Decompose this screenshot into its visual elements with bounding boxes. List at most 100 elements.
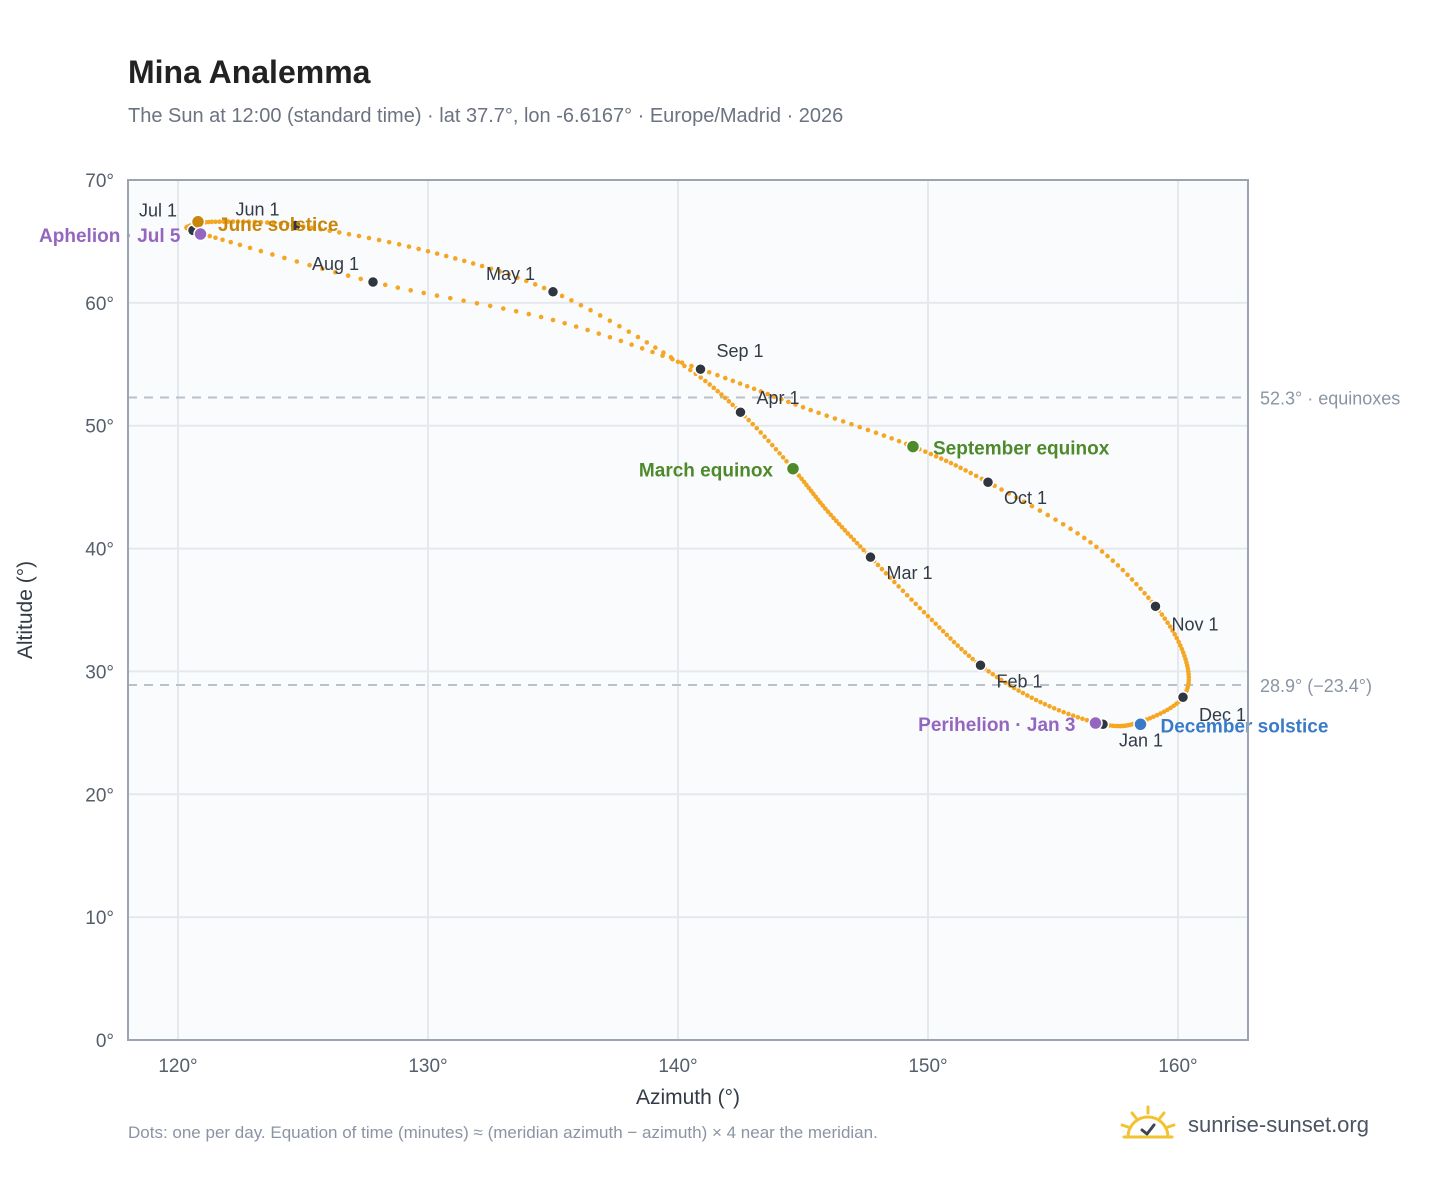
x-tick-label: 150° [908, 1056, 947, 1077]
daily-dot [879, 566, 885, 572]
daily-dot [644, 340, 650, 345]
daily-dot [1038, 699, 1043, 705]
month-label: Sep 1 [717, 341, 764, 361]
daily-dot [962, 650, 968, 655]
daily-dot [562, 320, 567, 326]
daily-dot [689, 363, 694, 369]
daily-dot [1142, 590, 1147, 596]
daily-dot [823, 506, 828, 511]
daily-dot [213, 219, 218, 225]
daily-dot [1099, 549, 1105, 554]
daily-dot [675, 359, 681, 365]
daily-dot [573, 324, 579, 329]
daily-dot [1029, 503, 1035, 509]
daily-dot [773, 446, 779, 452]
daily-dot [618, 338, 624, 344]
daily-dot [909, 597, 914, 602]
daily-dot [1179, 646, 1185, 652]
reference-lines: 52.3° · equinoxes 28.9° (−23.4°) [128, 388, 1400, 696]
daily-dot [959, 646, 964, 652]
daily-dot [917, 605, 923, 611]
y-tick-label: 20° [85, 785, 114, 806]
y-tick-label: 70° [85, 171, 114, 192]
daily-dot [944, 632, 950, 638]
daily-dot [358, 276, 364, 282]
daily-dot [246, 219, 252, 224]
daily-dot [1066, 711, 1071, 717]
brand-logo[interactable]: sunrise-sunset.org [1120, 1100, 1369, 1150]
daily-dot [1162, 616, 1168, 621]
daily-dot [786, 399, 791, 405]
daily-dot [851, 537, 857, 543]
daily-dot [762, 434, 767, 439]
daily-dot [320, 266, 325, 272]
month-marker [974, 659, 987, 672]
daily-dot [836, 521, 842, 527]
daily-dot [682, 363, 687, 369]
daily-dot [213, 235, 218, 241]
daily-dot [327, 228, 333, 234]
daily-dot [966, 653, 972, 659]
daily-dot [1037, 508, 1043, 513]
daily-dot [784, 458, 789, 464]
daily-dot [1007, 683, 1013, 688]
month-label: Jul 1 [139, 200, 177, 220]
daily-dot [849, 421, 854, 427]
reference-line-label: 52.3° · equinoxes [1260, 388, 1400, 408]
daily-dot [395, 285, 401, 290]
event-label: December solstice [1161, 716, 1329, 737]
daily-dot [679, 360, 685, 365]
event-label: September equinox [933, 439, 1110, 460]
daily-dot [1061, 709, 1066, 715]
month-marker [289, 219, 302, 232]
month-marker [734, 405, 747, 419]
x-tick-label: 160° [1158, 1056, 1197, 1077]
daily-dot [408, 288, 413, 293]
daily-dot [938, 456, 944, 461]
daily-dot [1070, 713, 1076, 718]
daily-dot [209, 219, 215, 225]
chart-title: Mina Analemma [128, 54, 371, 90]
daily-dot [376, 237, 382, 243]
month-label: Apr 1 [757, 388, 800, 408]
daily-dot [857, 544, 863, 549]
daily-dot [951, 639, 957, 645]
month-marker [366, 275, 380, 289]
daily-dot [948, 460, 954, 466]
daily-dot [513, 308, 519, 314]
daily-dot [933, 454, 939, 459]
daily-dot [1146, 595, 1151, 601]
daily-dot [1120, 567, 1126, 573]
daily-dot [307, 262, 312, 268]
daily-dot [848, 534, 854, 539]
daily-dot [500, 306, 506, 311]
daily-dot [873, 430, 879, 436]
daily-dot [569, 298, 574, 303]
daily-dot [1088, 540, 1093, 545]
daily-dot [515, 275, 520, 280]
daily-dot [285, 222, 291, 227]
daily-dot [913, 601, 919, 607]
daily-dot [1056, 707, 1062, 713]
daily-dot [1075, 531, 1080, 536]
daily-dot [832, 416, 838, 421]
daily-dot [889, 436, 894, 441]
daily-dot [824, 413, 830, 418]
daily-dot [904, 592, 910, 598]
daily-dot [1165, 707, 1170, 713]
daily-dot [842, 528, 848, 533]
daily-dot [585, 327, 590, 333]
daily-dot [488, 266, 494, 272]
daily-dot [840, 419, 846, 424]
daily-dot [958, 465, 963, 471]
daily-dot [839, 524, 845, 530]
month-label: May 1 [486, 264, 535, 284]
event-marker [905, 439, 921, 454]
daily-dot [1094, 544, 1099, 550]
event-label: Aphelion · Jul 5 [39, 226, 181, 247]
daily-dot [715, 388, 720, 394]
daily-dot [816, 410, 821, 416]
month-label: Jun 1 [235, 199, 279, 219]
daily-dot [758, 389, 764, 394]
daily-dot [892, 579, 897, 585]
